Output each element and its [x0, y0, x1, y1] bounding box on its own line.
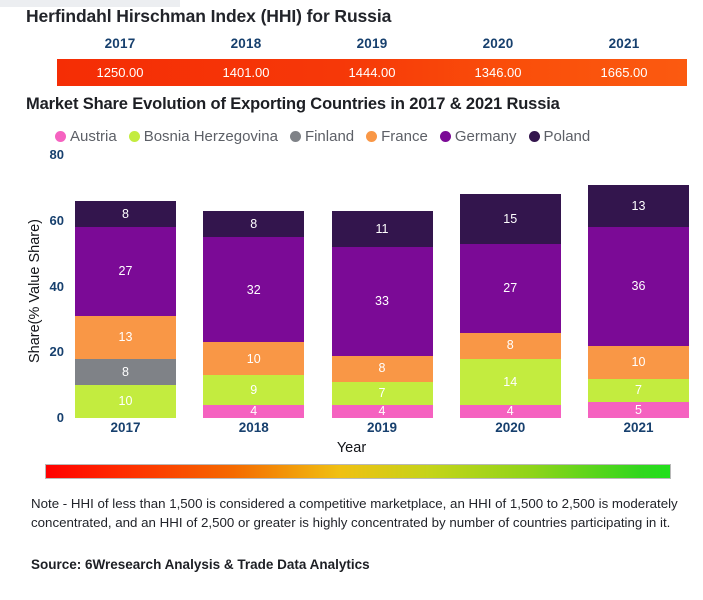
- bar-segment-germany-2017[interactable]: 27: [75, 227, 176, 317]
- legend-label: France: [381, 128, 428, 145]
- stacked-bar-2020[interactable]: 15 27 8 14 4: [459, 155, 561, 418]
- x-axis-ticks: 2017 2018 2019 2020 2021: [75, 420, 689, 435]
- hhi-value-bar: 1250.00 1401.00 1444.00 1346.00 1665.00: [57, 59, 687, 86]
- x-tick-2021: 2021: [623, 420, 654, 435]
- hhi-year-header-row: 2017 2018 2019 2020 2021: [57, 36, 687, 56]
- y-tick-80: 80: [49, 147, 64, 162]
- bar-segment-poland-2019[interactable]: 11: [331, 210, 433, 248]
- bar-segment-poland-2018[interactable]: 8: [203, 210, 305, 238]
- x-tick-2018: 2018: [238, 420, 269, 435]
- bar-segment-france-2018[interactable]: 10: [203, 342, 305, 376]
- bar-segment-bosnia-herzegovina-2020[interactable]: 14: [459, 358, 561, 405]
- hhi-year-2017: 2017: [104, 36, 136, 51]
- bar-segment-france-2017[interactable]: 13: [75, 316, 176, 359]
- hhi-value-2017: 1250.00: [96, 65, 144, 80]
- bar-segment-germany-2021[interactable]: 36: [588, 227, 689, 346]
- chart-legend: Austria Bosnia Herzegovina Finland France Ge…: [55, 129, 590, 144]
- legend-label: Finland: [304, 128, 355, 145]
- legend-label: Bosnia Herzegovina: [143, 128, 278, 145]
- y-axis-ticks: 0 20 40 60 80: [22, 147, 64, 445]
- legend-label: Germany: [454, 128, 517, 145]
- hhi-value-2021: 1665.00: [600, 65, 648, 80]
- x-tick-2020: 2020: [495, 420, 526, 435]
- source-text: Source: 6Wresearch Analysis & Trade Data…: [31, 557, 370, 572]
- bar-segment-poland-2017[interactable]: 8: [75, 201, 176, 228]
- bar-segment-bosnia-herzegovina-2017[interactable]: 10: [75, 385, 176, 418]
- y-tick-0: 0: [56, 410, 64, 425]
- stacked-bar-2017[interactable]: 8 27 13 8 10: [75, 155, 176, 418]
- hhi-year-2021: 2021: [608, 36, 640, 51]
- footnote-text: Note - HHI of less than 1,500 is conside…: [31, 496, 678, 531]
- bar-segment-france-2021[interactable]: 10: [588, 345, 689, 379]
- hhi-value-2018: 1401.00: [222, 65, 270, 80]
- legend-swatch-icon: [55, 131, 66, 142]
- stacked-bar-2018[interactable]: 8 32 10 9 4: [203, 155, 305, 418]
- legend-swatch-icon: [128, 131, 140, 142]
- bar-segment-france-2019[interactable]: 8: [331, 355, 433, 382]
- bar-segment-germany-2019[interactable]: 33: [331, 247, 433, 356]
- bar-segment-germany-2020[interactable]: 27: [459, 243, 561, 333]
- legend-swatch-icon: [528, 131, 540, 142]
- x-axis-label: Year: [336, 440, 367, 456]
- stacked-bar-2021[interactable]: 13 36 10 7 5: [588, 155, 689, 418]
- bar-segment-finland-2017[interactable]: 8: [75, 358, 176, 386]
- y-tick-20: 20: [49, 344, 64, 360]
- legend-label: Austria: [70, 128, 117, 145]
- bar-segment-bosnia-herzegovina-2018[interactable]: 9: [203, 375, 305, 405]
- legend-label: Poland: [543, 128, 591, 145]
- bar-segment-bosnia-herzegovina-2021[interactable]: 7: [588, 378, 689, 402]
- bar-segment-poland-2020[interactable]: 15: [459, 194, 561, 244]
- bar-segment-bosnia-herzegovina-2019[interactable]: 7: [331, 381, 433, 405]
- legend-swatch-icon: [439, 131, 451, 142]
- plot-area: Share(% Value Share) 0 20 40 60 80 8 27 13 8 10 8…: [0, 147, 703, 456]
- legend-item-germany[interactable]: Germany: [439, 128, 517, 145]
- legend-item-france[interactable]: France: [366, 129, 428, 144]
- x-tick-2019: 2019: [366, 420, 398, 435]
- hhi-value-2019: 1444.00: [348, 65, 396, 80]
- legend-item-austria[interactable]: Austria: [55, 129, 117, 144]
- y-tick-60: 60: [49, 212, 64, 228]
- stacked-bar-group: 8 27 13 8 10 8 32 10 9 4 11 33 8 7 4 15 27 8 14 4 13 36 10 7 5: [75, 155, 689, 418]
- bar-segment-france-2020[interactable]: 8: [459, 332, 561, 359]
- legend-item-bosnia-herzegovina[interactable]: Bosnia Herzegovina: [128, 128, 278, 145]
- hhi-year-2018: 2018: [230, 36, 262, 51]
- bar-segment-austria-2019[interactable]: 4: [331, 404, 433, 418]
- stacked-bar-2019[interactable]: 11 33 8 7 4: [331, 155, 433, 418]
- hhi-title: Herfindahl Hirschman Index (HHI) for Rus…: [26, 6, 392, 26]
- legend-item-finland[interactable]: Finland: [289, 128, 355, 145]
- bar-segment-poland-2021[interactable]: 13: [588, 184, 689, 228]
- bar-segment-austria-2018[interactable]: 4: [203, 404, 305, 418]
- legend-swatch-icon: [366, 131, 378, 142]
- chart-title: Market Share Evolution of Exporting Coun…: [26, 95, 560, 113]
- hhi-value-2020: 1346.00: [474, 65, 522, 80]
- bar-segment-germany-2018[interactable]: 32: [203, 237, 305, 343]
- bar-segment-austria-2020[interactable]: 4: [459, 404, 561, 418]
- hhi-year-2019: 2019: [356, 36, 388, 51]
- legend-swatch-icon: [289, 131, 301, 142]
- legend-item-poland[interactable]: Poland: [528, 128, 591, 145]
- x-tick-2017: 2017: [110, 420, 141, 435]
- bar-segment-austria-2021[interactable]: 5: [588, 401, 689, 418]
- top-band-decoration: [0, 0, 180, 7]
- y-tick-40: 40: [49, 278, 64, 294]
- hhi-gradient-scale: [45, 464, 671, 479]
- hhi-year-2020: 2020: [482, 36, 514, 51]
